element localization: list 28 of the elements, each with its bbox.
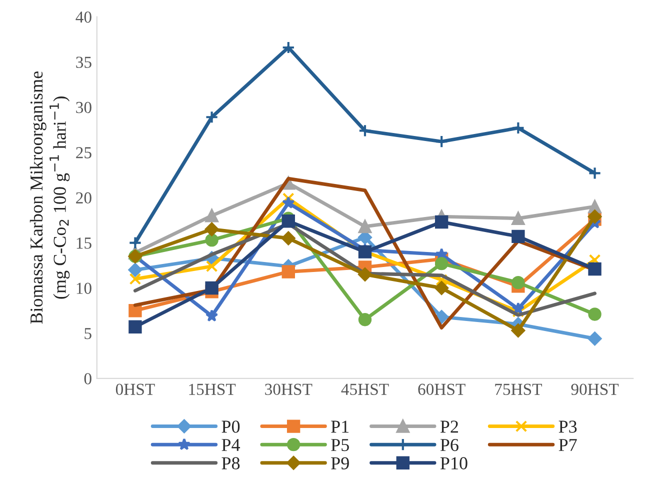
y-tick-label: 30 <box>76 102 92 114</box>
legend-label: P4 <box>222 439 240 451</box>
legend-label: P7 <box>558 439 577 451</box>
x-tick-label: 15HST <box>189 384 236 395</box>
y-tick-label: 20 <box>76 192 92 204</box>
y-tick-label: 25 <box>76 147 92 158</box>
legend-label: P1 <box>331 420 349 433</box>
y-tick-label: 0 <box>84 373 92 384</box>
legend-label: P6 <box>440 438 458 452</box>
x-tick-label: 45HST <box>341 384 389 395</box>
legend-label: P9 <box>331 457 349 470</box>
legend-label: P10 <box>440 457 468 470</box>
legend-label: P8 <box>222 457 240 470</box>
legend-label: P3 <box>558 420 577 433</box>
y-axis-title: Biomassa Karbon Mikroorganisme (mg C-Co$_{2}$ 100 g$^{−1}$ hari$^{−1}$) <box>30 72 70 324</box>
x-tick-label: 90HST <box>571 384 619 395</box>
y-tick-label: 15 <box>76 238 92 249</box>
y-tick-label: 5 <box>84 328 92 340</box>
y-tick-label: 10 <box>76 282 92 294</box>
y-tick-label: 35 <box>76 56 92 68</box>
x-tick-label: 60HST <box>418 384 466 395</box>
legend-label: P0 <box>222 420 240 433</box>
x-tick-label: 0HST <box>116 384 155 395</box>
legend-label: P2 <box>440 420 458 433</box>
x-tick-label: 75HST <box>495 384 542 395</box>
legend-label: P5 <box>331 439 349 452</box>
y-tick-label: 40 <box>76 11 92 23</box>
x-tick-label: 30HST <box>265 384 312 395</box>
